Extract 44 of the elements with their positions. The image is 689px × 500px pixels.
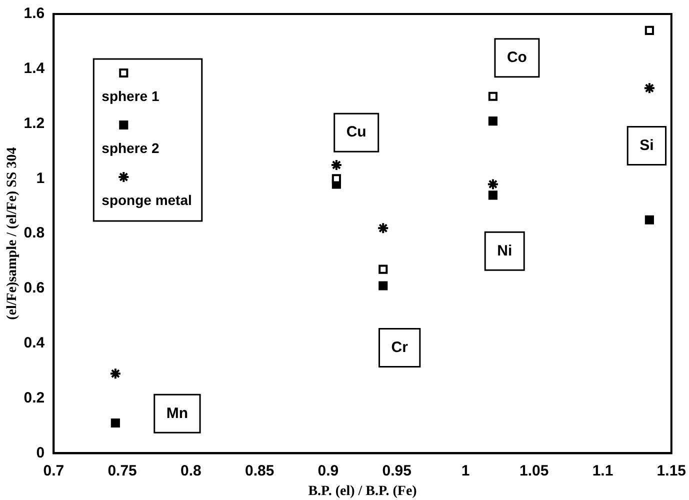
y-tick-label: 0.2 (24, 389, 45, 406)
annotation: Mn (166, 404, 188, 422)
point (644, 215, 654, 224)
x-tick-label: 1.05 (520, 462, 549, 480)
y-tick-label: 1.4 (24, 60, 46, 78)
point (644, 26, 654, 36)
point (488, 190, 498, 200)
point (377, 222, 390, 234)
point (332, 174, 341, 184)
point (488, 92, 498, 101)
point (643, 82, 656, 94)
y-axis-title: (el/Fe)sample / (el/Fe) SS 304 (5, 147, 20, 320)
x-tick-label: 0.95 (382, 462, 412, 480)
annotation: Si (640, 136, 654, 154)
point (109, 368, 122, 380)
point (488, 116, 498, 126)
y-tick-label: 0.8 (24, 224, 45, 242)
y-tick-label: 0 (36, 444, 45, 462)
annotation: Cu (346, 124, 366, 141)
legend-label: sphere 1 (102, 88, 160, 104)
annotation: Co (506, 49, 527, 66)
point (486, 178, 499, 190)
x-tick-label: 1.15 (656, 462, 686, 480)
x-tick-label: 1.1 (592, 462, 614, 480)
annotation: Ni (497, 242, 512, 260)
annotation: Cr (391, 338, 408, 356)
point (378, 281, 388, 290)
x-tick-label: 1 (461, 462, 470, 480)
x-tick-label: 0.7 (43, 462, 64, 480)
x-axis-title: B.P. (el) / B.P. (Fe) (308, 484, 418, 500)
legend-label: sphere 2 (102, 140, 160, 156)
y-tick-label: 1 (36, 170, 45, 187)
y-tick-label: 1.6 (24, 5, 45, 22)
point (330, 158, 342, 171)
y-tick-label: 1.2 (24, 114, 45, 132)
x-tick-label: 0.75 (108, 462, 137, 480)
x-tick-label: 0.85 (244, 462, 274, 480)
y-tick-label: 0.4 (24, 334, 46, 352)
x-tick-label: 0.8 (180, 462, 202, 480)
x-tick-label: 0.9 (318, 462, 339, 480)
point (378, 264, 388, 274)
point (110, 418, 120, 428)
legend-label: sponge metal (102, 192, 192, 208)
y-tick-label: 0.6 (24, 280, 45, 297)
